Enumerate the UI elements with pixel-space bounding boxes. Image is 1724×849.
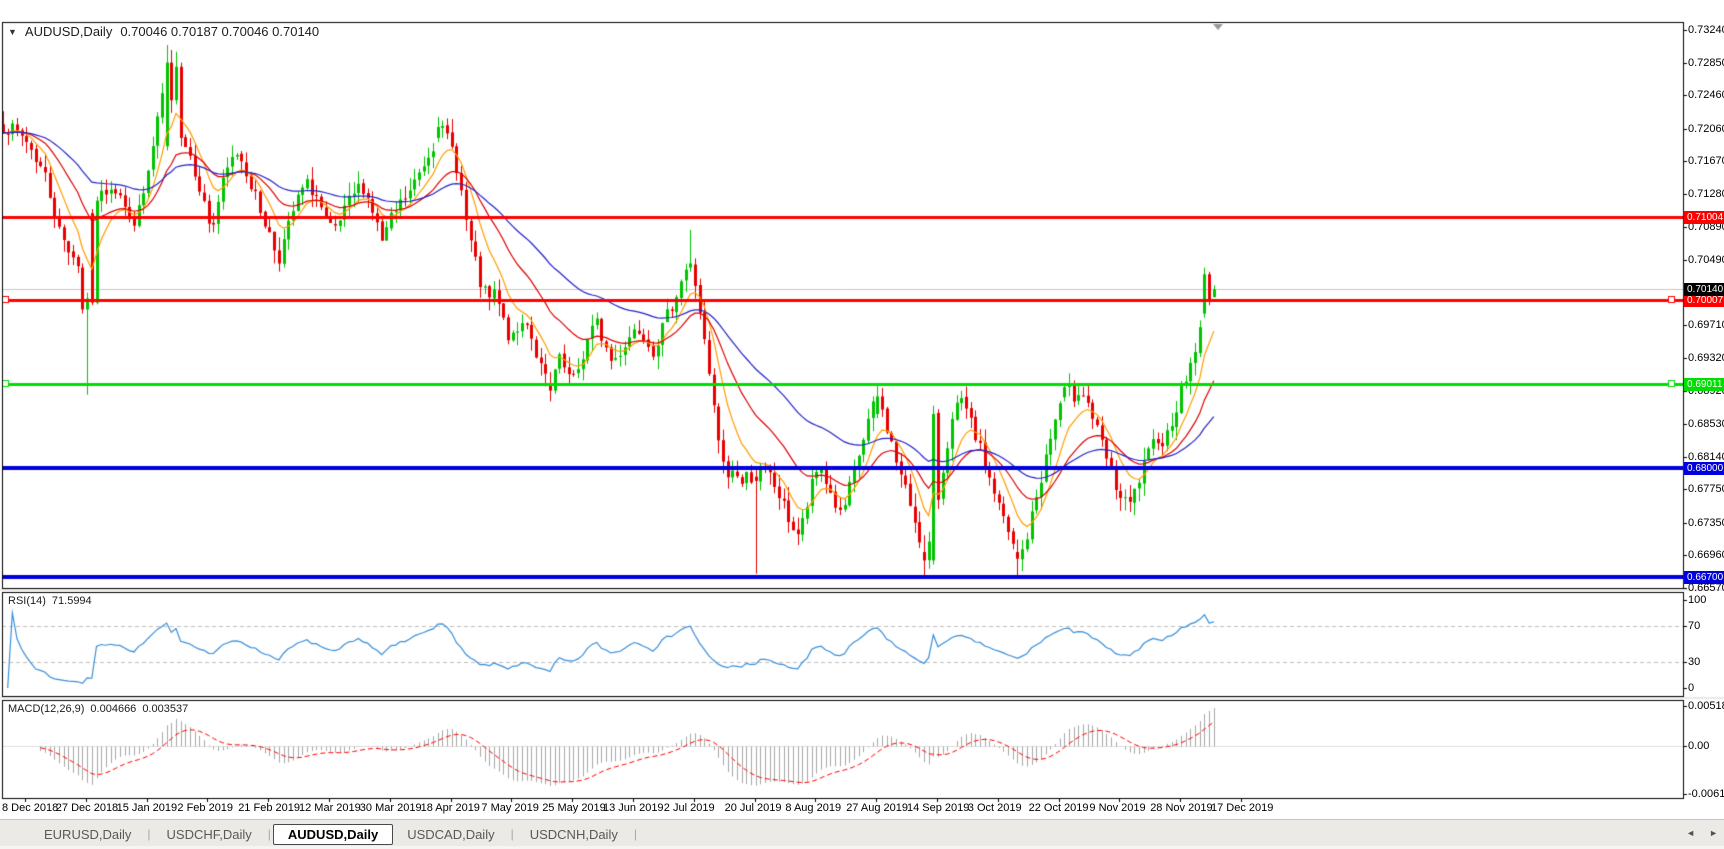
y-axis-label: 0.72850 bbox=[1688, 56, 1724, 69]
chart-title: ▼ AUDUSD,Daily 0.70046 0.70187 0.70046 0… bbox=[8, 24, 319, 39]
rsi-value: 71.5994 bbox=[51, 595, 92, 607]
x-axis-date-label: 21 Feb 2019 bbox=[238, 802, 300, 814]
y-axis-label: 0.72460 bbox=[1688, 89, 1724, 102]
rsi-name: RSI(14) bbox=[8, 595, 46, 607]
chart-symbol-label: AUDUSD,Daily bbox=[24, 24, 113, 39]
x-axis-date-label: 2 Jul 2019 bbox=[663, 802, 715, 814]
price-line-badge: 0.71004 bbox=[1684, 211, 1724, 225]
price-line-badge: 0.70007 bbox=[1684, 294, 1724, 308]
tab-separator: | bbox=[147, 827, 151, 841]
price-line-badge: 0.69011 bbox=[1684, 377, 1724, 391]
macd-main-value: 0.004666 bbox=[90, 703, 137, 715]
y-axis-label: 0.69710 bbox=[1688, 319, 1724, 332]
x-axis-date-label: 27 Dec 2018 bbox=[55, 802, 119, 814]
x-axis-date-label: 2 Feb 2019 bbox=[177, 802, 234, 814]
y-axis-label: 0.72060 bbox=[1688, 122, 1724, 135]
collapse-chart-icon[interactable]: ▼ bbox=[8, 26, 17, 37]
price-chart-canvas[interactable] bbox=[0, 0, 1724, 819]
tab-scroll-left-icon[interactable]: ◄ bbox=[1686, 828, 1696, 838]
x-axis-date-label: 8 Dec 2018 bbox=[2, 802, 59, 814]
y-axis-label: 0.66960 bbox=[1688, 549, 1724, 562]
macd-name: MACD(12,26,9) bbox=[8, 703, 85, 715]
tab-scroll-right-icon[interactable]: ► bbox=[1709, 828, 1718, 838]
x-axis-date-label: 14 Sep 2019 bbox=[907, 802, 970, 814]
x-axis-date-label: 18 Apr 2019 bbox=[420, 802, 480, 814]
x-axis-date-label: 20 Jul 2019 bbox=[724, 802, 782, 814]
price-line-badge: 0.66700 bbox=[1684, 571, 1724, 585]
chart-tab-usdchf[interactable]: USDCHF,Daily bbox=[166, 826, 252, 842]
x-axis-date-label: 22 Oct 2019 bbox=[1028, 802, 1089, 814]
x-axis-date-label: 25 May 2019 bbox=[542, 802, 606, 814]
tab-scroll-arrows: ◄ ► bbox=[1686, 828, 1718, 838]
x-axis-date-label: 8 Aug 2019 bbox=[785, 802, 842, 814]
tab-separator: | bbox=[510, 827, 514, 841]
macd-signal-value: 0.003537 bbox=[142, 703, 189, 715]
y-axis-label: 0.66570 bbox=[1688, 582, 1724, 594]
macd-indicator-label: MACD(12,26,9) 0.004666 0.003537 bbox=[8, 703, 188, 715]
y-axis-label: 0.70490 bbox=[1688, 254, 1724, 267]
x-axis-date-label: 27 Aug 2019 bbox=[846, 802, 908, 814]
y-axis-label: 0.71280 bbox=[1688, 187, 1724, 200]
rsi-level-label: 0 bbox=[1688, 682, 1695, 694]
y-axis-label: 0.68140 bbox=[1688, 450, 1724, 463]
tab-separator: | bbox=[267, 827, 271, 841]
chart-tab-bar: EURUSD,Daily | USDCHF,Daily | AUDUSD,Daily US… bbox=[0, 819, 1724, 849]
rsi-indicator-label: RSI(14) 71.5994 bbox=[8, 595, 92, 607]
y-axis-label: 0.67750 bbox=[1688, 483, 1724, 496]
y-axis-label: 0.69320 bbox=[1688, 351, 1724, 364]
y-axis-label: 0.68530 bbox=[1688, 418, 1724, 431]
chart-tab-usdcad[interactable]: USDCAD,Daily bbox=[407, 826, 495, 842]
current-price-badge: 0.70140 bbox=[1684, 283, 1724, 297]
macd-scale-label: 0.00 bbox=[1688, 740, 1710, 752]
chart-tab-usdcnh[interactable]: USDCNH,Daily bbox=[529, 826, 618, 842]
rsi-level-label: 70 bbox=[1688, 620, 1701, 633]
rsi-level-label: 30 bbox=[1688, 655, 1701, 668]
rsi-level-label: 100 bbox=[1688, 594, 1707, 606]
tab-bar-bottom-strip bbox=[0, 846, 1724, 849]
x-axis-date-label: 17 Dec 2019 bbox=[1211, 802, 1274, 814]
x-axis-date-label: 30 Mar 2019 bbox=[359, 802, 422, 814]
x-axis-date-label: 13 Jun 2019 bbox=[603, 802, 664, 814]
chart-tab-audusd[interactable]: AUDUSD,Daily bbox=[272, 823, 394, 845]
tab-separator: | bbox=[633, 827, 637, 841]
chart-tabs: EURUSD,Daily | USDCHF,Daily | AUDUSD,Daily US… bbox=[30, 823, 639, 845]
price-line-badge: 0.68000 bbox=[1684, 462, 1724, 476]
chart-ohlc-values: 0.70046 0.70187 0.70046 0.70140 bbox=[120, 24, 320, 39]
x-axis-date-label: 9 Nov 2019 bbox=[1089, 802, 1146, 814]
x-axis-date-label: 12 Mar 2019 bbox=[299, 802, 361, 814]
x-axis-date-label: 3 Oct 2019 bbox=[967, 802, 1022, 814]
chart-tab-eurusd[interactable]: EURUSD,Daily bbox=[44, 826, 132, 842]
y-axis-label: 0.71670 bbox=[1688, 155, 1724, 168]
x-axis-date-label: 7 May 2019 bbox=[481, 802, 539, 814]
x-axis-date-label: 15 Jan 2019 bbox=[116, 802, 178, 814]
macd-scale-label: 0.005181 bbox=[1688, 699, 1724, 712]
macd-scale-label: -0.006153 bbox=[1688, 787, 1724, 800]
y-axis-label: 0.73240 bbox=[1688, 24, 1724, 36]
x-axis-date-label: 28 Nov 2019 bbox=[1150, 802, 1213, 814]
y-axis-label: 0.67350 bbox=[1688, 516, 1724, 529]
